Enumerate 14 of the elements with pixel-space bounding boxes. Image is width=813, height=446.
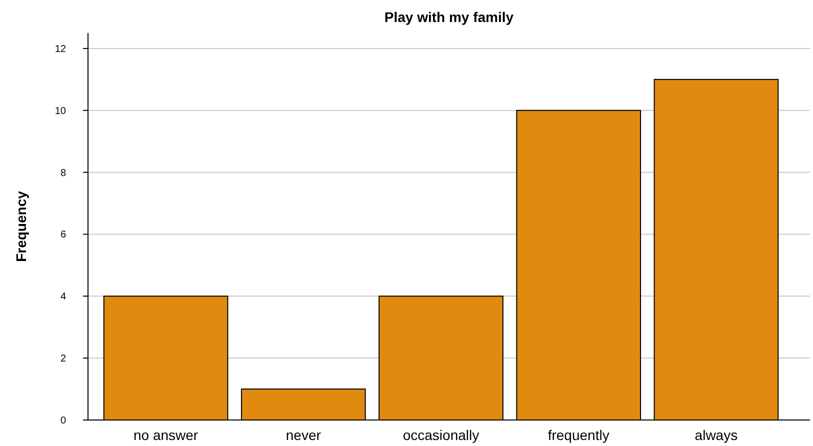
chart-title: Play with my family xyxy=(384,9,514,25)
x-tick-label: always xyxy=(694,427,738,443)
y-tick-label: 6 xyxy=(60,230,66,241)
x-tick-label: frequently xyxy=(548,427,610,443)
y-tick-label: 4 xyxy=(60,292,66,303)
y-axis-title: Frequency xyxy=(13,190,29,262)
y-tick-label: 10 xyxy=(54,106,66,117)
x-tick-label: occasionally xyxy=(402,427,480,443)
y-tick-label: 8 xyxy=(60,168,66,179)
x-tick-label: never xyxy=(286,427,322,443)
y-tick-label: 0 xyxy=(60,416,66,426)
x-tick-label: no answer xyxy=(134,427,198,443)
y-tick-label: 12 xyxy=(54,44,66,55)
y-tick-label: 2 xyxy=(60,354,66,365)
